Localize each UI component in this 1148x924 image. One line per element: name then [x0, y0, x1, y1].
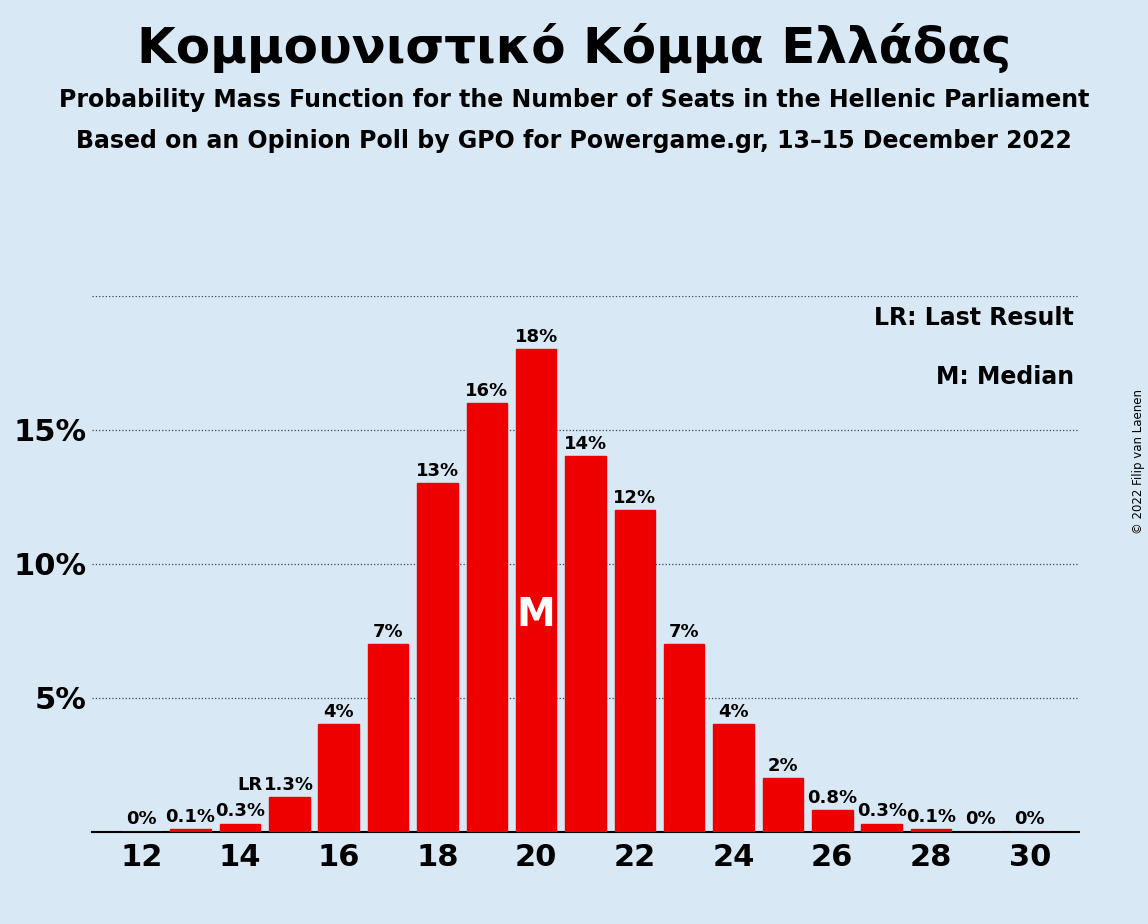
Bar: [367, 644, 409, 832]
Text: 0.1%: 0.1%: [165, 808, 216, 826]
Text: 0.3%: 0.3%: [215, 802, 265, 821]
Text: 4%: 4%: [719, 703, 748, 722]
Bar: [417, 483, 458, 832]
Bar: [565, 456, 606, 832]
Text: 12%: 12%: [613, 489, 657, 507]
Bar: [664, 644, 705, 832]
Text: 0%: 0%: [126, 810, 156, 829]
Text: 0.8%: 0.8%: [807, 789, 858, 807]
Text: 16%: 16%: [465, 382, 509, 400]
Bar: [515, 349, 557, 832]
Bar: [762, 778, 804, 832]
Bar: [910, 829, 952, 832]
Bar: [614, 510, 656, 832]
Bar: [318, 724, 359, 832]
Text: Κομμουνιστικό Κόμμα Ελλάδας: Κομμουνιστικό Κόμμα Ελλάδας: [137, 23, 1011, 73]
Text: LR: Last Result: LR: Last Result: [875, 307, 1075, 331]
Text: LR: LR: [236, 775, 262, 794]
Text: 7%: 7%: [373, 623, 403, 641]
Bar: [170, 829, 211, 832]
Text: 4%: 4%: [324, 703, 354, 722]
Text: 0%: 0%: [965, 810, 995, 829]
Text: 0.1%: 0.1%: [906, 808, 956, 826]
Text: 18%: 18%: [514, 328, 558, 346]
Text: Probability Mass Function for the Number of Seats in the Hellenic Parliament: Probability Mass Function for the Number…: [59, 88, 1089, 112]
Bar: [713, 724, 754, 832]
Text: 0%: 0%: [1015, 810, 1045, 829]
Bar: [466, 403, 507, 832]
Text: 2%: 2%: [768, 757, 798, 775]
Text: 13%: 13%: [416, 462, 459, 480]
Text: 0.3%: 0.3%: [856, 802, 907, 821]
Text: M: Median: M: Median: [936, 365, 1075, 389]
Bar: [861, 823, 902, 832]
Text: 14%: 14%: [564, 435, 607, 454]
Bar: [219, 823, 261, 832]
Text: 1.3%: 1.3%: [264, 775, 315, 794]
Text: Based on an Opinion Poll by GPO for Powergame.gr, 13–15 December 2022: Based on an Opinion Poll by GPO for Powe…: [76, 129, 1072, 153]
Bar: [812, 810, 853, 832]
Text: 7%: 7%: [669, 623, 699, 641]
Text: M: M: [517, 596, 556, 634]
Text: © 2022 Filip van Laenen: © 2022 Filip van Laenen: [1132, 390, 1146, 534]
Bar: [269, 796, 310, 832]
